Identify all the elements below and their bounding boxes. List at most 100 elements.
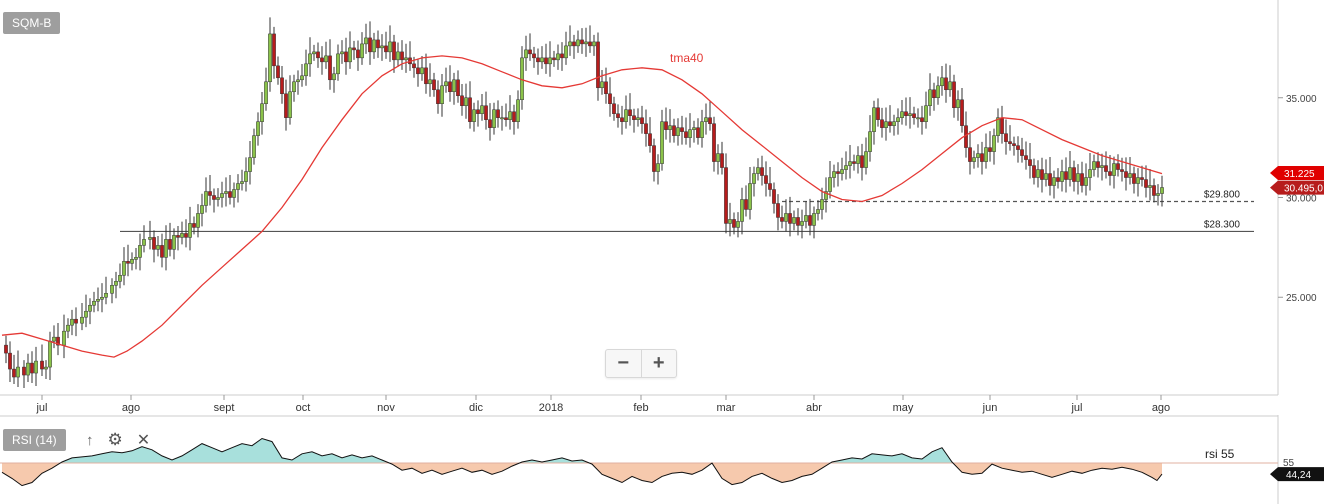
candle-up	[1044, 173, 1048, 180]
candle-down	[764, 175, 768, 184]
price-y-ticks: 25.000 30.000 35.000	[1278, 94, 1317, 304]
candle-up	[848, 161, 852, 166]
x-tick-label: sept	[214, 402, 235, 414]
candle-down	[980, 153, 984, 162]
candle-up	[134, 257, 138, 260]
candle-down	[160, 245, 164, 258]
rsi-line[interactable]	[1, 437, 1163, 487]
candle-down	[1008, 141, 1012, 144]
price-tags: 31.225 30.495,0	[1270, 166, 1324, 195]
candle-up	[48, 340, 52, 368]
rsi-indicator-badge[interactable]: RSI (14)	[3, 429, 66, 451]
candle-down	[1032, 165, 1036, 178]
candle-up	[728, 219, 732, 224]
candle-down	[960, 99, 964, 126]
candle-up	[524, 49, 528, 59]
x-tick-label: ago	[122, 402, 140, 414]
x-tick-label: feb	[633, 402, 648, 414]
candle-up	[956, 99, 960, 108]
candle-up	[348, 47, 352, 63]
candle-down	[640, 117, 644, 124]
candle-up	[52, 336, 56, 342]
candle-up	[676, 127, 680, 136]
candle-down	[1040, 169, 1044, 180]
candle-down	[780, 217, 784, 222]
candle-up	[100, 296, 104, 300]
candle-up	[388, 41, 392, 53]
candle-down	[424, 67, 428, 85]
symbol-badge[interactable]: SQM-B	[3, 12, 61, 34]
candle-down	[696, 127, 700, 138]
candle-down	[708, 117, 712, 124]
rsi-y-tick-label: 55	[1283, 458, 1295, 469]
candle-down	[400, 51, 404, 61]
gear-icon[interactable]: ⚙	[107, 430, 123, 449]
zoom-out-button[interactable]: −	[617, 352, 630, 374]
candle-down	[1152, 185, 1156, 196]
candle-up	[1092, 161, 1096, 170]
candle-down	[612, 103, 616, 114]
candle-up	[420, 67, 424, 75]
candle-up	[568, 41, 572, 47]
x-tick-label: ago	[1152, 402, 1170, 414]
candle-down	[328, 55, 332, 81]
candle-down	[352, 47, 356, 51]
candle-up	[196, 213, 200, 228]
candle-down	[552, 57, 556, 61]
candle-up	[44, 366, 48, 370]
candle-up	[232, 189, 236, 198]
x-tick-label: dic	[469, 402, 484, 414]
candle-up	[114, 281, 118, 286]
zoom-in-button[interactable]: +	[640, 350, 677, 377]
candle-down	[588, 41, 592, 47]
candle-up	[200, 205, 204, 214]
candle-up	[148, 237, 152, 240]
candle-up	[444, 81, 448, 87]
candle-down	[512, 111, 516, 122]
candle-down	[1028, 159, 1032, 166]
candle-up	[892, 121, 896, 126]
candle-down	[620, 117, 624, 122]
move-icon[interactable]: ↑	[86, 431, 94, 449]
price-chart[interactable]: $29.800$28.300 tma40 25.00030.00035.000 …	[0, 0, 1324, 415]
candle-up	[756, 167, 760, 174]
candle-up	[1076, 173, 1080, 182]
candle-down	[532, 53, 536, 59]
close-icon[interactable]: ✕	[136, 432, 151, 449]
rsi-tools: ↑ ⚙ ✕	[86, 430, 150, 450]
candle-up	[84, 310, 88, 318]
candle-up	[508, 111, 512, 120]
candle-down	[968, 147, 972, 162]
candle-up	[220, 193, 224, 198]
candle-down	[888, 121, 892, 126]
candle-down	[1072, 167, 1076, 182]
candle-up	[216, 197, 220, 200]
candle-up	[260, 103, 264, 122]
candle-up	[364, 37, 368, 45]
candle-up	[916, 117, 920, 120]
candle-down	[488, 119, 492, 128]
candle-up	[1112, 163, 1116, 176]
candle-up	[832, 171, 836, 178]
candle-up	[700, 121, 704, 138]
x-tick-label: 2018	[539, 402, 563, 414]
candle-up	[292, 81, 296, 93]
candle-up	[592, 41, 596, 47]
candle-up	[16, 366, 20, 378]
tma40-line[interactable]	[1, 55, 1163, 358]
candle-up	[300, 75, 304, 81]
candle-up	[584, 41, 588, 45]
candle-up	[820, 199, 824, 210]
candle-up	[130, 259, 134, 264]
candle-down	[1064, 171, 1068, 180]
x-tick-label: mar	[717, 402, 736, 414]
candle-up	[824, 191, 828, 200]
candle-down	[952, 81, 956, 108]
y-tick-label: 30.000	[1286, 194, 1317, 205]
candle-up	[142, 239, 146, 246]
candle-down	[40, 360, 44, 370]
candle-up	[1052, 177, 1056, 186]
candle-down	[1056, 177, 1060, 182]
horizontal-line-label: $28.300	[1204, 219, 1241, 230]
